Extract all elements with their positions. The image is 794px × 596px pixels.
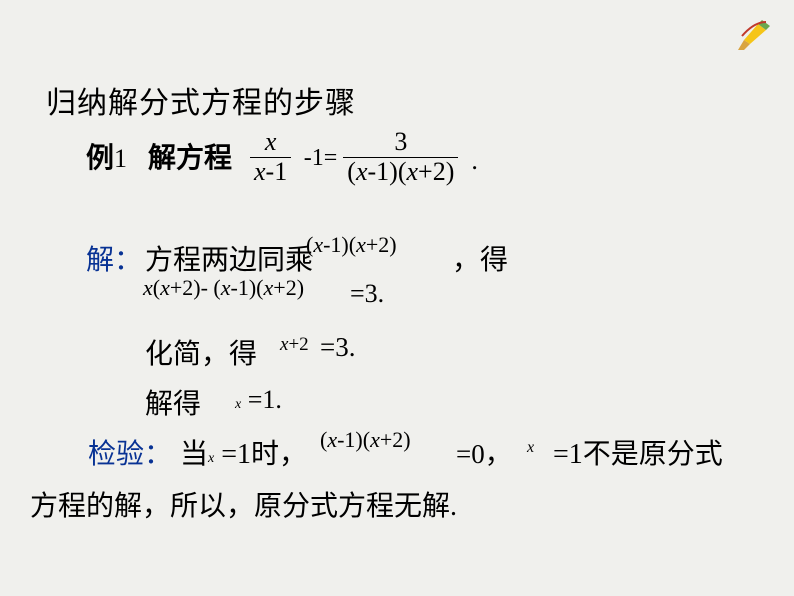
fraction-left: x x-1 <box>250 128 291 186</box>
expanded-expr: x(x+2)- (x-1)(x+2) <box>143 275 304 301</box>
x-plus-2: x+2 <box>280 334 309 356</box>
fraction-right: 3 (x-1)(x+2) <box>343 128 458 186</box>
solution-line1-tail: ，得 <box>452 238 508 278</box>
example-action: 解方程 <box>148 143 232 174</box>
check-eq1shi: =1时， <box>221 439 307 470</box>
simplify-label: 化简，得 <box>145 332 257 372</box>
check-text-1: 当x =1时， <box>180 432 307 472</box>
product-expr-2: (x-1)(x+2) <box>320 427 411 453</box>
slide-content: 归纳解分式方程的步骤 例1 解方程 x x-1 -1= 3 (x-1)(x+2)… <box>0 0 794 596</box>
solution-label: 解： <box>86 238 142 278</box>
main-equation: x x-1 -1= 3 (x-1)(x+2) . <box>250 128 478 186</box>
eq-rhs-3: =3. <box>350 279 384 309</box>
x-eq-1-c: x <box>527 439 534 457</box>
eq-zero: =0， <box>456 432 512 471</box>
check-label: 检验： <box>88 432 172 472</box>
eq-rhs-3b: =3. <box>320 332 355 363</box>
example-label: 例1 解方程 <box>86 136 232 176</box>
check-tail: =1不是原分式 <box>553 432 723 472</box>
final-line: 方程的解，所以，原分式方程无解. <box>30 484 457 524</box>
check-dang: 当 <box>180 439 208 470</box>
example-number: 1 <box>114 144 127 173</box>
solution-line1: 方程两边同乘 <box>145 238 313 278</box>
x-eq-1-a: x =1. <box>235 385 282 415</box>
example-tag: 例 <box>86 143 114 174</box>
slide-heading: 归纳解分式方程的步骤 <box>46 78 356 122</box>
solve-label: 解得 <box>145 382 201 422</box>
product-expr-1: (x-1)(x+2) <box>306 232 397 258</box>
